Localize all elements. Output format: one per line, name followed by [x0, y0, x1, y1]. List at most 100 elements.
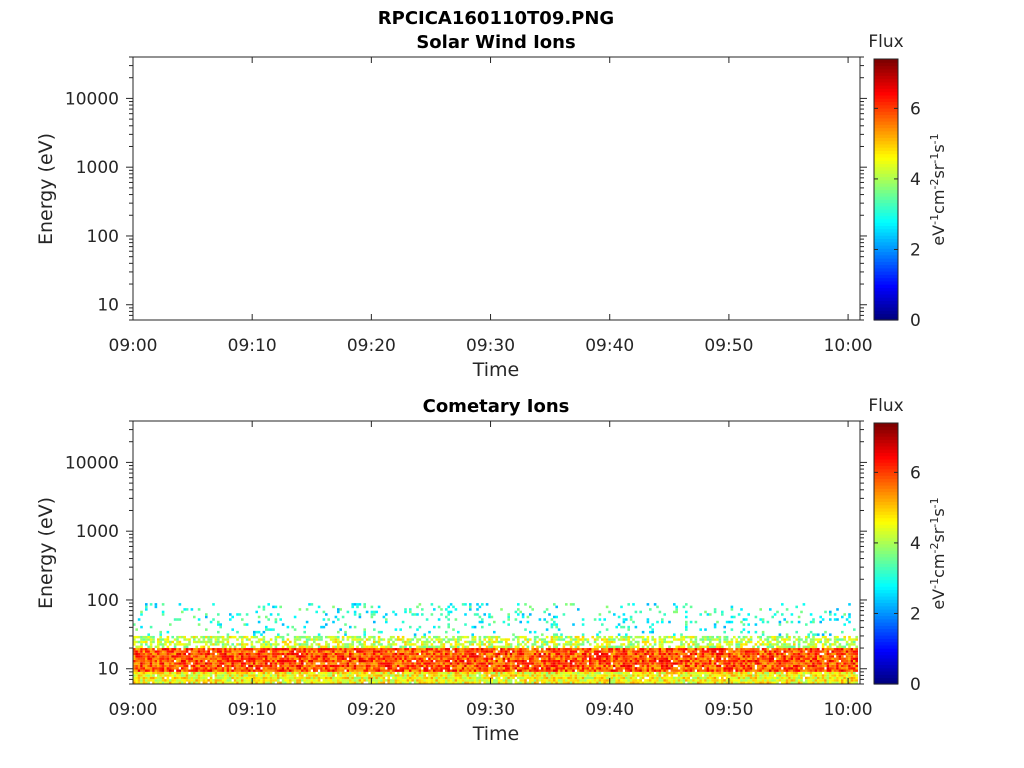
heatmap-cell: [829, 671, 832, 675]
heatmap-cell: [495, 679, 498, 682]
heatmap-cell: [301, 676, 304, 680]
heatmap-cell: [471, 674, 474, 677]
heatmap-cell: [349, 664, 352, 668]
heatmap-cell: [519, 650, 522, 653]
heatmap-cell: [382, 638, 386, 641]
heatmap-cell: [788, 655, 791, 658]
heatmap-cell: [749, 676, 753, 680]
heatmap-cell: [778, 674, 782, 677]
heatmap-cell: [478, 655, 482, 658]
heatmap-cell: [711, 655, 714, 658]
heatmap-cell: [365, 679, 369, 682]
heatmap-cell: [723, 674, 726, 677]
heatmap-cell: [560, 664, 563, 668]
heatmap-cell: [488, 671, 491, 675]
heatmap-cell: [241, 650, 244, 653]
heatmap-cell: [272, 669, 275, 672]
heatmap-cell: [569, 671, 573, 675]
heatmap-cell: [358, 679, 362, 682]
heatmap-cell: [317, 655, 321, 658]
heatmap-cell: [219, 669, 222, 672]
heatmap-cell: [229, 635, 232, 639]
heatmap-cell: [351, 643, 354, 646]
heatmap-cell: [805, 655, 808, 658]
heatmap-cell: [224, 667, 227, 670]
heatmap-cell: [452, 664, 455, 668]
heatmap-cell: [795, 671, 798, 675]
heatmap-cell: [704, 662, 707, 665]
heatmap-cell: [267, 645, 270, 649]
heatmap-cell: [505, 679, 508, 682]
heatmap-cell: [536, 669, 539, 672]
heatmap-cell: [197, 679, 201, 682]
heatmap-cell: [274, 674, 278, 677]
heatmap-cell: [315, 635, 318, 639]
heatmap-cell: [836, 659, 839, 663]
heatmap-cell: [677, 669, 681, 672]
heatmap-cell: [757, 657, 760, 660]
heatmap-cell: [853, 659, 856, 663]
heatmap-cell: [553, 648, 556, 651]
heatmap-cell: [769, 676, 772, 680]
heatmap-cell: [805, 667, 808, 670]
heatmap-cell: [730, 650, 734, 653]
heatmap-cell: [224, 662, 227, 665]
heatmap-cell: [716, 679, 719, 682]
heatmap-cell: [490, 659, 494, 663]
heatmap-cell: [152, 662, 155, 665]
heatmap-cell: [673, 655, 676, 658]
heatmap-cell: [380, 659, 383, 663]
heatmap-cell: [322, 655, 326, 658]
colorbar-segment: [874, 290, 898, 295]
heatmap-cell: [579, 650, 582, 653]
heatmap-cell: [183, 671, 186, 675]
colorbar-segment: [874, 235, 898, 240]
heatmap-cell: [603, 652, 606, 656]
heatmap-cell: [241, 681, 244, 684]
heatmap-cell: [562, 652, 566, 656]
heatmap-cell: [589, 671, 592, 675]
heatmap-cell: [193, 676, 196, 680]
heatmap-cell: [413, 650, 417, 653]
heatmap-cell: [154, 655, 158, 658]
heatmap-cell: [749, 662, 753, 665]
colorbar-segment: [874, 85, 898, 89]
heatmap-cell: [824, 681, 827, 684]
heatmap-cell: [814, 662, 818, 665]
heatmap-cell: [149, 674, 153, 677]
heatmap-cell: [171, 659, 174, 663]
heatmap-cell: [668, 657, 671, 660]
heatmap-cell: [759, 676, 762, 680]
heatmap-cell: [147, 652, 150, 656]
heatmap-cell: [677, 652, 681, 656]
heatmap-cell: [181, 681, 184, 684]
heatmap-cell: [685, 655, 688, 658]
heatmap-cell: [392, 655, 395, 658]
heatmap-cell: [831, 648, 834, 651]
heatmap-cell: [442, 664, 446, 668]
heatmap-cell: [699, 674, 702, 677]
heatmap-cell: [841, 652, 844, 656]
heatmap-cell: [694, 664, 698, 668]
heatmap-cell: [166, 667, 170, 670]
heatmap-cell: [356, 669, 359, 672]
heatmap-cell: [351, 648, 354, 651]
heatmap-cell: [401, 676, 405, 680]
heatmap-cell: [517, 669, 520, 672]
heatmap-cell: [281, 674, 285, 677]
heatmap-cell: [841, 669, 844, 672]
heatmap-cell: [694, 681, 698, 684]
heatmap-cell: [812, 650, 815, 653]
heatmap-cell: [773, 655, 777, 658]
heatmap-cell: [183, 652, 186, 656]
colorbar-segment: [874, 293, 898, 298]
heatmap-cell: [337, 640, 340, 644]
heatmap-cell: [325, 655, 328, 658]
heatmap-cell: [188, 640, 191, 644]
heatmap-cell: [752, 681, 755, 684]
heatmap-cell: [301, 664, 304, 668]
heatmap-cell: [183, 655, 186, 658]
heatmap-cell: [802, 669, 806, 672]
heatmap-cell: [605, 662, 609, 665]
heatmap-cell: [737, 657, 741, 660]
